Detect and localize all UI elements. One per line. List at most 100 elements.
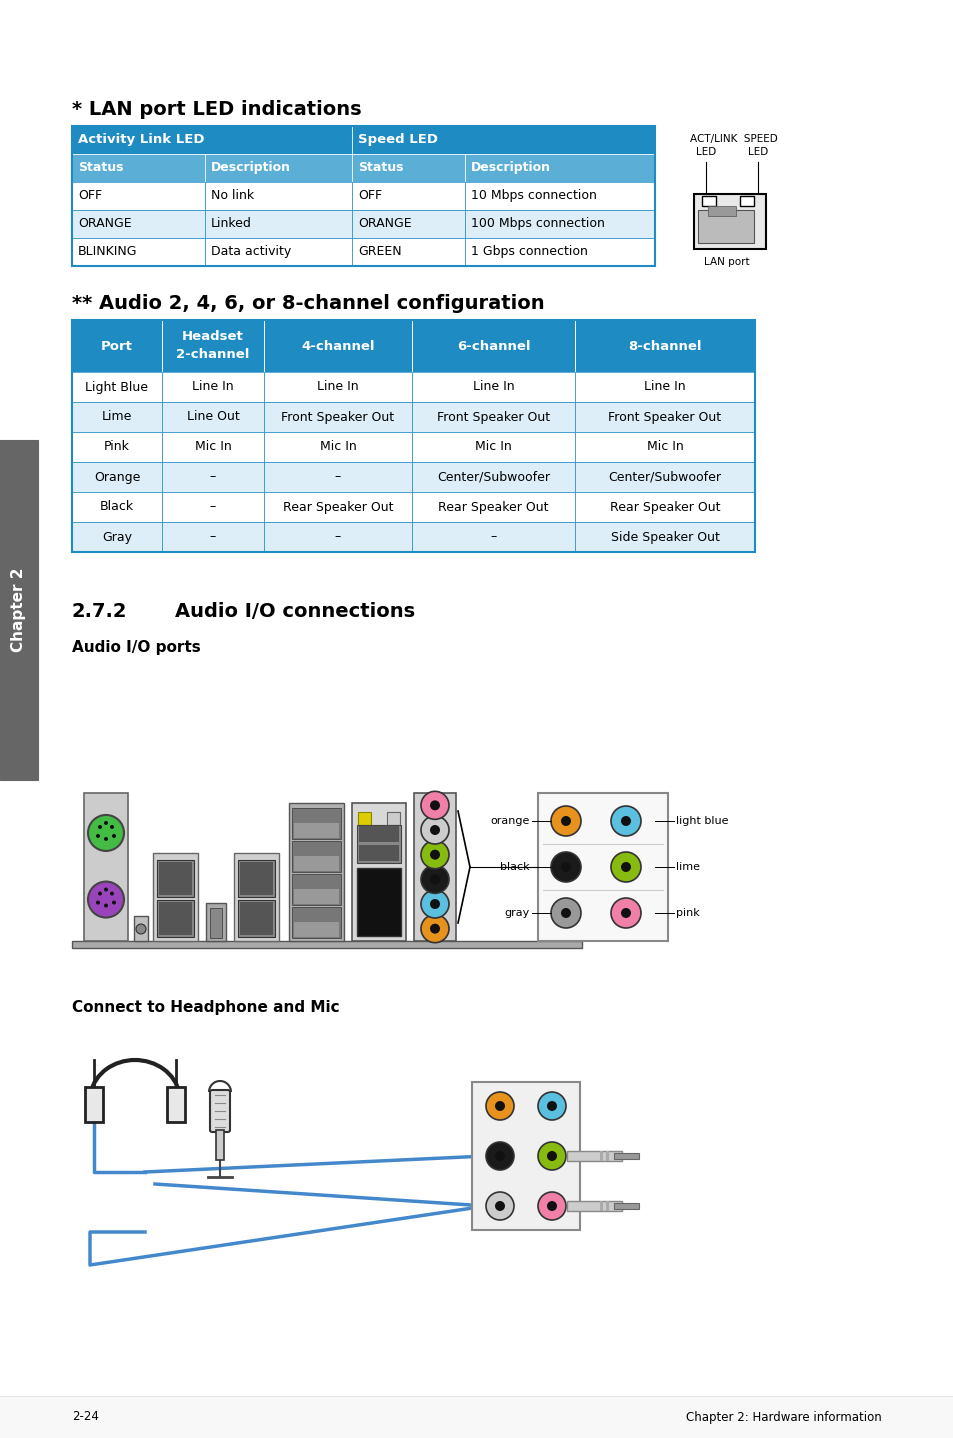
Bar — [412, 522, 575, 552]
Bar — [358, 846, 398, 861]
Bar — [294, 889, 338, 905]
Bar — [162, 522, 264, 552]
Bar — [71, 940, 581, 948]
Bar — [240, 902, 273, 935]
Circle shape — [560, 861, 571, 871]
Bar — [71, 127, 655, 266]
Circle shape — [551, 851, 580, 881]
Text: Mic In: Mic In — [194, 440, 232, 453]
Text: Status: Status — [357, 161, 403, 174]
Circle shape — [420, 815, 449, 844]
Text: –: – — [490, 531, 497, 544]
Text: 2-channel: 2-channel — [176, 348, 250, 361]
Text: pink: pink — [676, 907, 699, 917]
Circle shape — [546, 1150, 557, 1160]
Bar — [412, 492, 575, 522]
Text: ORANGE: ORANGE — [357, 217, 411, 230]
Text: Audio I/O connections: Audio I/O connections — [174, 603, 415, 621]
Text: Port: Port — [101, 339, 132, 352]
Text: Orange: Orange — [93, 470, 140, 483]
Text: –: – — [335, 531, 341, 544]
Bar — [71, 183, 205, 210]
Bar — [162, 321, 264, 372]
Bar — [356, 869, 400, 936]
Circle shape — [430, 801, 439, 811]
Bar — [352, 127, 655, 154]
Bar — [575, 462, 754, 492]
Circle shape — [104, 903, 108, 907]
Circle shape — [560, 907, 571, 917]
Circle shape — [546, 1201, 557, 1211]
Bar — [264, 403, 412, 431]
Text: –: – — [210, 500, 216, 513]
Bar — [412, 321, 575, 372]
Bar — [412, 431, 575, 462]
Text: 100 Mbps connection: 100 Mbps connection — [471, 217, 604, 230]
Bar — [412, 372, 575, 403]
Circle shape — [112, 834, 116, 838]
Bar — [205, 183, 352, 210]
Bar — [289, 802, 344, 940]
Bar — [575, 431, 754, 462]
Bar — [740, 196, 753, 206]
Bar — [71, 239, 205, 266]
Bar — [566, 1150, 621, 1160]
Text: Lime: Lime — [102, 410, 132, 424]
Bar — [292, 808, 340, 838]
Bar — [352, 154, 464, 183]
Bar — [357, 812, 371, 825]
Circle shape — [88, 815, 124, 851]
Text: Rear Speaker Out: Rear Speaker Out — [609, 500, 720, 513]
Bar — [167, 1087, 185, 1122]
Text: light blue: light blue — [676, 815, 728, 825]
Bar — [472, 1081, 579, 1229]
Bar — [85, 1087, 103, 1122]
Bar — [240, 861, 273, 894]
Bar — [0, 440, 38, 779]
Bar — [292, 907, 340, 938]
Circle shape — [485, 1142, 514, 1171]
Bar — [294, 823, 338, 838]
Text: LAN port: LAN port — [703, 257, 749, 267]
Text: Chapter 2: Hardware information: Chapter 2: Hardware information — [685, 1411, 882, 1424]
Text: Activity Link LED: Activity Link LED — [78, 132, 204, 147]
Bar — [157, 860, 193, 897]
Bar — [599, 1201, 602, 1211]
Circle shape — [96, 900, 100, 905]
Bar — [205, 239, 352, 266]
Text: Front Speaker Out: Front Speaker Out — [608, 410, 720, 424]
Circle shape — [430, 923, 439, 933]
Bar — [215, 1130, 224, 1160]
Bar — [693, 194, 765, 249]
Text: Line In: Line In — [316, 381, 358, 394]
Bar — [71, 154, 205, 183]
Bar — [162, 431, 264, 462]
Bar — [264, 431, 412, 462]
Bar — [159, 902, 192, 935]
Bar — [84, 792, 128, 940]
Bar — [566, 1201, 621, 1211]
Text: Data activity: Data activity — [211, 244, 291, 257]
Circle shape — [537, 1142, 565, 1171]
Bar — [264, 372, 412, 403]
Text: –: – — [210, 470, 216, 483]
Bar — [162, 372, 264, 403]
Circle shape — [98, 892, 102, 896]
Circle shape — [610, 851, 640, 881]
Text: lime: lime — [676, 861, 700, 871]
Bar — [294, 856, 338, 871]
Text: Front Speaker Out: Front Speaker Out — [281, 410, 395, 424]
Bar — [264, 522, 412, 552]
Circle shape — [610, 897, 640, 928]
Bar — [701, 196, 716, 206]
Bar — [157, 900, 193, 938]
Text: black: black — [500, 861, 530, 871]
Bar — [614, 1153, 639, 1159]
Text: Mic In: Mic In — [475, 440, 512, 453]
Text: Chapter 2: Chapter 2 — [11, 568, 27, 653]
Text: –: – — [210, 531, 216, 544]
Bar — [162, 492, 264, 522]
Bar — [352, 183, 464, 210]
Text: ** Audio 2, 4, 6, or 8-channel configuration: ** Audio 2, 4, 6, or 8-channel configura… — [71, 293, 544, 313]
Bar — [414, 792, 456, 940]
